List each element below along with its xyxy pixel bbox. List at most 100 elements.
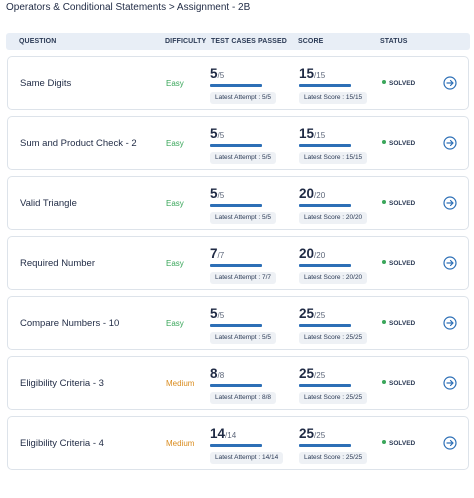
score-total: /25 [314, 311, 326, 320]
test-cases-passed: 7/7 Latest Attempt : 7/7 [210, 245, 277, 284]
green-dot-icon [382, 80, 386, 84]
question-row[interactable]: Compare Numbers - 10 Easy 5/5 Latest Att… [7, 296, 469, 350]
question-name[interactable]: Eligibility Criteria - 3 [20, 378, 104, 389]
status-label: SOLVED [389, 440, 416, 447]
status-badge: SOLVED [382, 380, 415, 387]
test-cases-progress-bar [210, 324, 262, 327]
test-cases-passed-value: 5 [210, 126, 218, 141]
arrow-right-circle-icon[interactable] [443, 76, 457, 90]
difficulty-label: Medium [166, 439, 195, 448]
score-progress-bar [299, 144, 351, 147]
test-cases-passed-value: 14 [210, 426, 226, 441]
status-badge: SOLVED [382, 260, 415, 267]
latest-attempt-badge: Latest Attempt : 5/5 [210, 92, 277, 104]
score-total: /25 [314, 371, 326, 380]
arrow-right-circle-icon[interactable] [443, 136, 457, 150]
latest-attempt-badge: Latest Attempt : 8/8 [210, 392, 277, 404]
test-cases-passed: 5/5 Latest Attempt : 5/5 [210, 125, 277, 164]
score-progress-bar [299, 264, 351, 267]
score-total: /20 [314, 191, 326, 200]
score-value: 25 [299, 426, 315, 441]
test-cases-passed: 5/5 Latest Attempt : 5/5 [210, 305, 277, 344]
test-cases-total: /14 [225, 431, 237, 440]
question-name[interactable]: Same Digits [20, 78, 72, 89]
green-dot-icon [382, 380, 386, 384]
score-value: 15 [299, 66, 315, 81]
question-row[interactable]: Required Number Easy 7/7 Latest Attempt … [7, 236, 469, 290]
score-total: /15 [314, 131, 326, 140]
test-cases-total: /5 [217, 131, 225, 140]
test-cases-passed-value: 5 [210, 186, 218, 201]
difficulty-label: Easy [166, 199, 184, 208]
test-cases-progress-bar [210, 204, 262, 207]
green-dot-icon [382, 260, 386, 264]
latest-attempt-badge: Latest Attempt : 5/5 [210, 332, 277, 344]
latest-score-badge: Latest Score : 15/15 [299, 152, 368, 164]
test-cases-total: /8 [217, 371, 225, 380]
score: 25/25 Latest Score : 25/25 [299, 425, 368, 464]
question-name[interactable]: Compare Numbers - 10 [20, 318, 120, 329]
status-label: SOLVED [389, 380, 416, 387]
green-dot-icon [382, 440, 386, 444]
arrow-right-circle-icon[interactable] [443, 256, 457, 270]
status-label: SOLVED [389, 320, 416, 327]
header-difficulty: DIFFICULTY [165, 38, 207, 45]
status-label: SOLVED [389, 200, 416, 207]
latest-attempt-badge: Latest Attempt : 14/14 [210, 452, 284, 464]
status-badge: SOLVED [382, 80, 415, 87]
score: 15/15 Latest Score : 15/15 [299, 125, 368, 164]
latest-attempt-badge: Latest Attempt : 5/5 [210, 212, 277, 224]
arrow-right-circle-icon[interactable] [443, 316, 457, 330]
score-value: 20 [299, 246, 315, 261]
arrow-right-circle-icon[interactable] [443, 436, 457, 450]
question-name[interactable]: Eligibility Criteria - 4 [20, 438, 104, 449]
header-test-cases: TEST CASES PASSED [211, 38, 287, 45]
question-row[interactable]: Eligibility Criteria - 4 Medium 14/14 La… [7, 416, 469, 470]
test-cases-progress-bar [210, 84, 262, 87]
difficulty-label: Easy [166, 139, 184, 148]
header-status: STATUS [380, 38, 408, 45]
green-dot-icon [382, 140, 386, 144]
table-header: QUESTION DIFFICULTY TEST CASES PASSED SC… [6, 33, 470, 50]
question-name[interactable]: Required Number [20, 258, 95, 269]
test-cases-progress-bar [210, 384, 262, 387]
latest-score-badge: Latest Score : 15/15 [299, 92, 368, 104]
test-cases-passed: 8/8 Latest Attempt : 8/8 [210, 365, 277, 404]
score-value: 25 [299, 306, 315, 321]
score: 20/20 Latest Score : 20/20 [299, 185, 368, 224]
question-row[interactable]: Valid Triangle Easy 5/5 Latest Attempt :… [7, 176, 469, 230]
difficulty-label: Easy [166, 319, 184, 328]
question-row[interactable]: Sum and Product Check - 2 Easy 5/5 Lates… [7, 116, 469, 170]
test-cases-passed-value: 8 [210, 366, 218, 381]
question-row[interactable]: Eligibility Criteria - 3 Medium 8/8 Late… [7, 356, 469, 410]
green-dot-icon [382, 320, 386, 324]
question-name[interactable]: Sum and Product Check - 2 [20, 138, 137, 149]
latest-attempt-badge: Latest Attempt : 5/5 [210, 152, 277, 164]
score-total: /15 [314, 71, 326, 80]
score-total: /20 [314, 251, 326, 260]
latest-score-badge: Latest Score : 25/25 [299, 332, 368, 344]
question-row[interactable]: Same Digits Easy 5/5 Latest Attempt : 5/… [7, 56, 469, 110]
test-cases-progress-bar [210, 144, 262, 147]
header-score: SCORE [298, 38, 324, 45]
score-progress-bar [299, 84, 351, 87]
score-progress-bar [299, 324, 351, 327]
latest-score-badge: Latest Score : 20/20 [299, 212, 368, 224]
header-question: QUESTION [19, 38, 57, 45]
difficulty-label: Medium [166, 379, 195, 388]
arrow-right-circle-icon[interactable] [443, 196, 457, 210]
test-cases-total: /7 [217, 251, 225, 260]
score-value: 25 [299, 366, 315, 381]
score: 15/15 Latest Score : 15/15 [299, 65, 368, 104]
question-name[interactable]: Valid Triangle [20, 198, 77, 209]
difficulty-label: Easy [166, 79, 184, 88]
test-cases-passed-value: 7 [210, 246, 218, 261]
status-badge: SOLVED [382, 140, 415, 147]
score-progress-bar [299, 204, 351, 207]
score-progress-bar [299, 444, 351, 447]
latest-score-badge: Latest Score : 25/25 [299, 392, 368, 404]
test-cases-total: /5 [217, 191, 225, 200]
arrow-right-circle-icon[interactable] [443, 376, 457, 390]
test-cases-passed-value: 5 [210, 66, 218, 81]
score: 25/25 Latest Score : 25/25 [299, 365, 368, 404]
